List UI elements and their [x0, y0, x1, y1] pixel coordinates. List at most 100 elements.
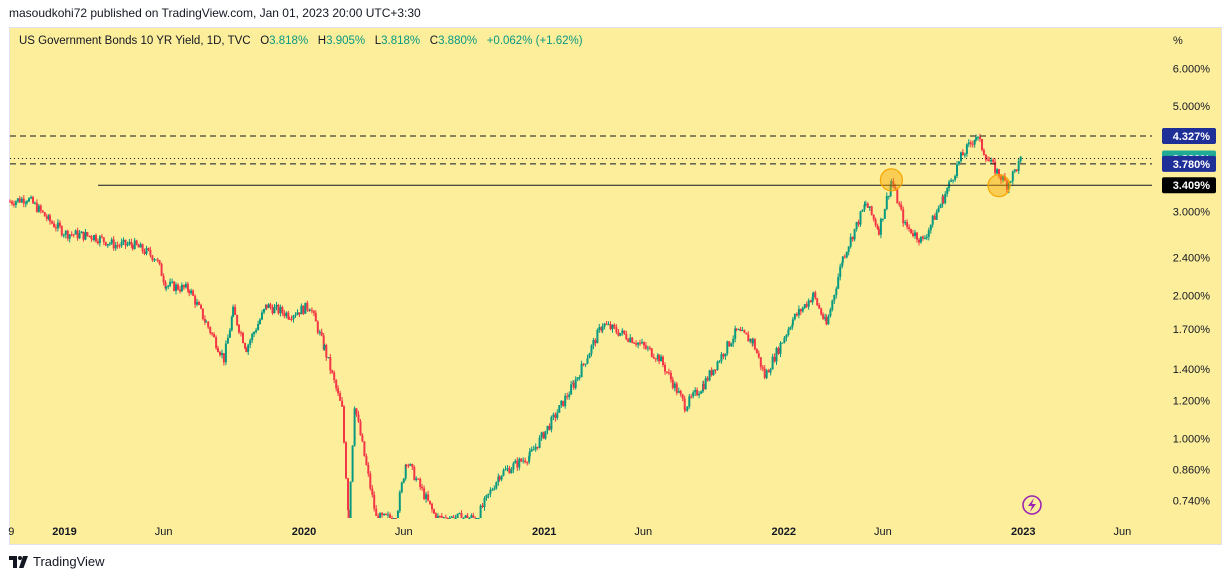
candle-body	[712, 369, 715, 376]
candle-body	[767, 370, 770, 373]
candle-body	[969, 142, 972, 144]
footer-brand[interactable]: TradingView	[9, 554, 105, 569]
candle-body	[910, 228, 913, 234]
candle-body	[419, 479, 422, 488]
candle-body	[95, 235, 97, 242]
candle-body	[78, 233, 81, 239]
candle-body	[251, 333, 254, 341]
candle-body	[554, 414, 557, 418]
legend-open-label: O	[260, 35, 270, 47]
candle-body	[568, 394, 571, 397]
candle-body	[954, 175, 957, 180]
candle-body	[504, 469, 507, 471]
footer-brand-label: TradingView	[33, 554, 105, 569]
candle-body	[536, 446, 539, 448]
candle-body	[564, 395, 567, 407]
candle-body	[404, 464, 407, 479]
highlight-circle	[987, 174, 1011, 198]
candle-body	[402, 478, 405, 483]
candle-body	[646, 347, 649, 349]
candle-body	[49, 215, 51, 222]
candle-body	[623, 330, 626, 334]
candle-body	[861, 209, 864, 212]
candle-body	[673, 383, 676, 388]
candle-body	[312, 311, 315, 313]
candle-body	[184, 283, 187, 288]
candle-body	[825, 317, 828, 325]
candle-body	[269, 304, 272, 308]
time-axis: 9 2019 Jun 2020 Jun 2021 Jun 2022 Jun 2023 Jun	[8, 526, 1131, 538]
candle-body	[468, 518, 471, 519]
candle-body	[466, 515, 469, 518]
candle-body	[688, 396, 691, 407]
candle-body	[747, 334, 750, 342]
circle-markers	[879, 168, 1011, 198]
candle-body	[219, 352, 221, 356]
candle-body	[68, 234, 71, 239]
candle-body	[605, 323, 608, 325]
candle-body	[558, 405, 561, 413]
candle-body	[958, 161, 960, 165]
candle-body	[621, 330, 624, 334]
candle-body	[22, 198, 25, 204]
candle-body	[474, 517, 477, 519]
candle-body	[66, 230, 69, 239]
candle-body	[86, 232, 89, 236]
candle-body	[937, 208, 940, 212]
candle-body	[753, 339, 756, 350]
y-tick-label: 5.000%	[1173, 101, 1211, 113]
candle-body	[956, 164, 958, 176]
candle-body	[669, 372, 672, 380]
candle-body	[205, 321, 208, 323]
candle-body	[392, 518, 395, 519]
candle-body	[147, 248, 150, 251]
candle-body	[500, 475, 503, 480]
candle-body	[992, 159, 995, 162]
candle-body	[444, 517, 447, 519]
candle-body	[90, 236, 93, 239]
candle-body	[398, 492, 401, 512]
candle-body	[675, 383, 678, 393]
publisher-info: masoudkohi72 published on TradingView.co…	[9, 6, 421, 20]
candle-body	[977, 136, 979, 138]
candle-body	[387, 514, 389, 516]
chart-pane[interactable]	[9, 27, 1222, 545]
candle-body	[714, 369, 717, 371]
candle-body	[249, 340, 252, 345]
candle-body	[524, 460, 527, 463]
candle-body	[425, 494, 428, 499]
candle-body	[795, 313, 798, 316]
candle-body	[389, 514, 391, 518]
candle-body	[898, 203, 901, 205]
candle-body	[415, 478, 418, 481]
candle-body	[690, 396, 693, 398]
candle-body	[818, 305, 821, 309]
candle-body	[188, 290, 191, 294]
candle-body	[375, 508, 378, 516]
candle-body	[870, 206, 873, 215]
candle-body	[681, 394, 684, 399]
candle-body	[773, 356, 776, 362]
candle-body	[411, 464, 414, 467]
candle-body	[383, 513, 386, 516]
candle-body	[607, 324, 610, 326]
candle-body	[9, 201, 11, 203]
candle-body	[222, 353, 225, 363]
candle-body	[288, 318, 291, 320]
candle-body	[677, 391, 680, 393]
symbol-legend: US Government Bonds 10 YR Yield, 1D, TVC…	[19, 35, 583, 47]
candle-body	[56, 222, 59, 229]
candle-body	[110, 239, 113, 244]
candle-body	[371, 488, 374, 495]
candle-body	[807, 300, 810, 307]
candle-body	[200, 304, 202, 309]
lightning-icon[interactable]	[1022, 495, 1042, 515]
candle-body	[379, 513, 382, 518]
candle-body	[145, 248, 148, 254]
candle-body	[998, 169, 1000, 177]
candle-body	[530, 449, 533, 452]
candle-body	[302, 305, 305, 314]
candle-body	[506, 468, 509, 470]
candle-body	[526, 462, 529, 464]
